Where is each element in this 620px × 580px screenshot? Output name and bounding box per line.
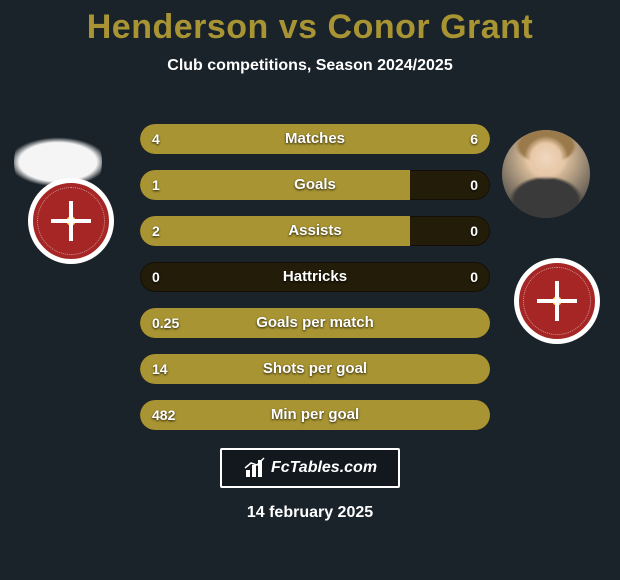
stat-value-left: 0 <box>152 262 160 292</box>
stat-value-left: 4 <box>152 124 160 154</box>
stat-value-left: 1 <box>152 170 160 200</box>
stat-value-right: 6 <box>470 124 478 154</box>
stat-row: Shots per goal14 <box>140 354 490 384</box>
stat-row: Matches4 6 <box>140 124 490 154</box>
stat-label: Goals <box>140 170 490 200</box>
stat-row: Goals1 0 <box>140 170 490 200</box>
stat-row: Assists2 0 <box>140 216 490 246</box>
stat-value-left: 2 <box>152 216 160 246</box>
stat-value-right: 0 <box>470 262 478 292</box>
watermark-icon <box>243 456 267 480</box>
stats-comparison: Matches46Goals10Assists20Hattricks00Goal… <box>140 124 490 446</box>
stat-row: Goals per match0.25 <box>140 308 490 338</box>
club-crest-right <box>514 258 600 344</box>
footer-date: 14 february 2025 <box>0 504 620 522</box>
stat-value-left: 0.25 <box>152 308 179 338</box>
stat-label: Hattricks <box>140 262 490 292</box>
stat-row: Min per goal482 <box>140 400 490 430</box>
stat-label: Min per goal <box>140 400 490 430</box>
stat-label: Goals per match <box>140 308 490 338</box>
stat-value-right: 0 <box>470 216 478 246</box>
player-right-avatar <box>502 130 590 218</box>
stat-value-left: 14 <box>152 354 168 384</box>
club-crest-left <box>28 178 114 264</box>
page-title: Henderson vs Conor Grant <box>0 0 620 47</box>
stat-label: Assists <box>140 216 490 246</box>
stat-label: Shots per goal <box>140 354 490 384</box>
stat-row: Hattricks0 0 <box>140 262 490 292</box>
watermark-text: FcTables.com <box>271 459 377 477</box>
watermark: FcTables.com <box>220 448 400 488</box>
stat-value-left: 482 <box>152 400 175 430</box>
stat-value-right: 0 <box>470 170 478 200</box>
stat-label: Matches <box>140 124 490 154</box>
subtitle: Club competitions, Season 2024/2025 <box>0 57 620 75</box>
